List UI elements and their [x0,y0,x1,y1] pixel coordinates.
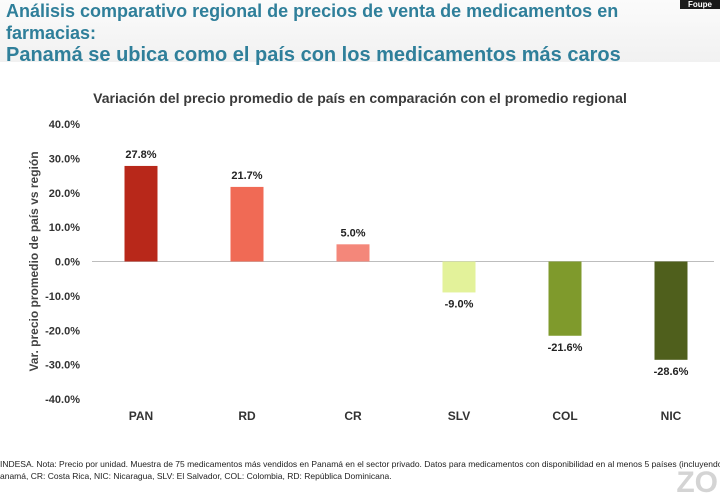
data-label: -28.6% [654,366,689,378]
x-tick-label: NIC [661,409,682,423]
data-label: -21.6% [548,342,583,354]
bar-col [548,261,582,336]
bar-rd [230,186,264,262]
data-label: 21.7% [231,170,262,182]
y-axis-label: Var. precio promedio de país vs región [27,151,41,371]
x-tick-label: COL [552,409,577,423]
y-tick-label: -40.0% [45,394,80,406]
bar-nic [654,261,688,360]
bar-pan [124,165,158,262]
headline-line-1: Análisis comparativo regional de precios… [6,1,619,43]
y-tick-label: 10.0% [49,222,80,234]
footnote-line-2: anamá, CR: Costa Rica, NIC: Nicaragua, S… [0,471,392,481]
y-tick-label: 0.0% [55,257,80,269]
data-labels: 27.8% 21.7% 5.0% -9.0% -21.6% -28.6% [125,149,688,378]
y-tick-label: -20.0% [45,325,80,337]
x-axis-ticks: PAN RD CR SLV COL NIC [129,409,682,423]
watermark: ZO [676,466,718,499]
x-tick-label: CR [344,409,362,423]
y-axis-ticks: 40.0% 30.0% 20.0% 10.0% 0.0% -10.0% -20.0% -30.… [45,119,80,406]
headline-line-2: Panamá se ubica como el país con los med… [6,44,621,66]
y-tick-label: 40.0% [49,119,80,131]
data-label: -9.0% [445,298,474,310]
bar-slv [442,261,476,293]
y-tick-label: -10.0% [45,291,80,303]
bar-cr [336,244,370,262]
y-tick-label: 20.0% [49,188,80,200]
x-tick-label: SLV [448,409,470,423]
header-band [0,0,720,62]
bars [124,165,688,360]
y-tick-label: 30.0% [49,153,80,165]
data-label: 27.8% [125,149,156,161]
corner-tag: Foupe [680,0,720,9]
x-tick-label: PAN [129,409,153,423]
data-label: 5.0% [340,227,365,239]
footnote: INDESA. Nota: Precio por unidad. Muestra… [0,458,720,482]
headline: Análisis comparativo regional de precios… [6,0,676,66]
x-tick-label: RD [238,409,256,423]
footnote-line-1: INDESA. Nota: Precio por unidad. Muestra… [0,459,720,469]
y-tick-label: -30.0% [45,360,80,372]
chart-title: Variación del precio promedio de país en… [93,90,627,106]
